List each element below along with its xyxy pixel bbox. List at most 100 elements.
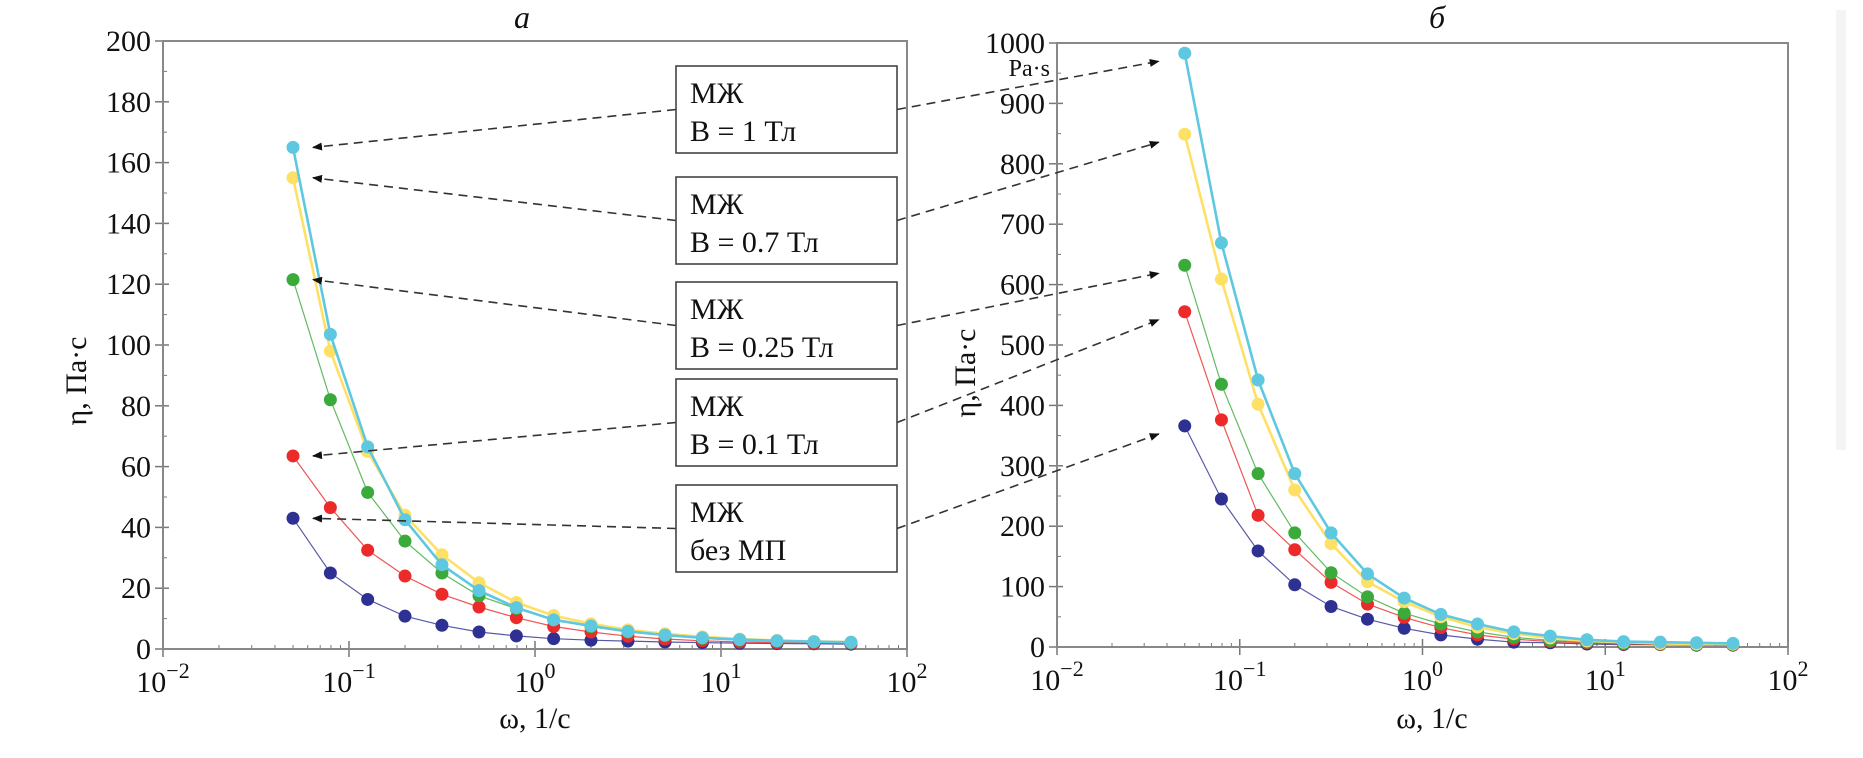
- data-point: [435, 558, 449, 572]
- legend-line2: B = 1 Тл: [690, 115, 796, 148]
- panel-b: б 0 100 200 300 400 500 600 700 800 900 1000 10−2 10…: [949, 0, 1809, 735]
- panel-a-xlabel: ω, 1/с: [499, 702, 570, 735]
- arrow-to-panel-a: [312, 174, 677, 222]
- y-tick-label: 200: [1000, 510, 1045, 543]
- data-point: [733, 633, 747, 647]
- arrow-to-panel-a: [312, 514, 677, 530]
- data-point: [435, 618, 449, 632]
- series-line: [1183, 133, 1733, 646]
- data-point: [1251, 508, 1265, 522]
- legend-box-frame: [675, 65, 898, 154]
- arrow-to-panel-a: [312, 276, 677, 327]
- data-point: [1288, 483, 1302, 497]
- y-tick-label: 20: [121, 572, 151, 605]
- panel-b-series: [1178, 46, 1740, 652]
- data-point: [1178, 305, 1192, 319]
- legend: МЖ B = 1 Тл МЖ B = 0.7 Тл МЖ B = 0.25 Тл МЖ B =…: [675, 65, 898, 573]
- y-tick-label: 1000: [985, 27, 1045, 60]
- data-point: [1178, 258, 1192, 272]
- data-point: [1288, 578, 1302, 592]
- y-tick-label: 120: [106, 268, 151, 301]
- data-point: [1324, 566, 1338, 580]
- data-point: [1324, 526, 1338, 540]
- panel-b-frame: [1056, 42, 1789, 648]
- data-point: [509, 629, 523, 643]
- data-point: [472, 600, 486, 614]
- data-point: [398, 534, 412, 548]
- data-point: [509, 611, 523, 625]
- data-point: [1214, 272, 1228, 286]
- legend-line1: МЖ: [690, 496, 744, 529]
- data-point: [361, 440, 375, 454]
- data-point: [472, 584, 486, 598]
- series-line: [291, 147, 852, 644]
- data-point: [472, 625, 486, 639]
- data-point: [398, 609, 412, 623]
- y-tick-label: 200: [106, 25, 151, 58]
- x-tick-label: 10−1: [322, 658, 375, 699]
- legend-box: МЖ B = 0.25 Тл: [675, 281, 898, 370]
- y-tick-label: 60: [121, 451, 151, 484]
- panel-a: а 0 20 40 60 80 100 120 140 160 180 200 10−2 10−1 100…: [60, 0, 928, 735]
- data-point: [1214, 413, 1228, 427]
- x-tick-label: 10−1: [1213, 656, 1266, 697]
- panel-a-ticks: 0 20 40 60 80 100 120 140 160 180 200 10−2 10−1 100 10…: [106, 25, 928, 699]
- legend-line2: B = 0.1 Тл: [690, 428, 819, 461]
- data-point: [1288, 467, 1302, 481]
- data-point: [547, 613, 561, 627]
- panel-b-unit-note: Pa·s: [1009, 56, 1050, 82]
- y-tick-label: 900: [1000, 87, 1045, 120]
- legend-box: МЖ без МП: [675, 484, 898, 573]
- arrow-to-panel-b: [896, 433, 1160, 530]
- data-point: [286, 140, 300, 154]
- data-point: [1397, 591, 1411, 605]
- panel-b-ticks: 0 100 200 300 400 500 600 700 800 900 1000 10−2 10−1…: [985, 27, 1809, 697]
- data-point: [509, 601, 523, 615]
- y-tick-label: 500: [1000, 329, 1045, 362]
- data-point: [1251, 467, 1265, 481]
- panel-b-xlabel: ω, 1/с: [1396, 702, 1467, 735]
- y-tick-label: 0: [136, 633, 151, 666]
- data-point: [1288, 526, 1302, 540]
- data-point: [435, 587, 449, 601]
- data-point: [547, 632, 561, 646]
- arrow-to-panel-b: [896, 319, 1160, 424]
- panel-a-title: а: [514, 0, 530, 35]
- legend-box: МЖ B = 0.7 Тл: [675, 176, 898, 265]
- legend-line1: МЖ: [690, 390, 744, 423]
- data-point: [286, 449, 300, 463]
- arrow-to-panel-b: [896, 140, 1160, 222]
- data-point: [695, 631, 709, 645]
- data-point: [1360, 567, 1374, 581]
- data-point: [584, 619, 598, 633]
- x-tick-label: 101: [1585, 656, 1626, 697]
- data-point: [361, 592, 375, 606]
- legend-box-frame: [675, 176, 898, 265]
- data-point: [1214, 236, 1228, 250]
- y-tick-label: 100: [106, 329, 151, 362]
- data-point: [1178, 46, 1192, 60]
- series-4: [1178, 46, 1740, 650]
- data-point: [1471, 617, 1485, 631]
- y-tick-label: 180: [106, 86, 151, 119]
- legend-box: МЖ B = 1 Тл: [675, 65, 898, 154]
- panel-a-frame: [162, 40, 908, 650]
- data-point: [1288, 543, 1302, 557]
- series-line: [292, 455, 852, 645]
- legend-line2: без МП: [690, 534, 786, 567]
- data-point: [1507, 625, 1521, 639]
- y-tick-label: 700: [1000, 208, 1045, 241]
- data-point: [1617, 635, 1631, 649]
- y-tick-label: 80: [121, 390, 151, 423]
- data-point: [1178, 419, 1192, 433]
- data-point: [807, 635, 821, 649]
- x-tick-label: 102: [887, 658, 928, 699]
- series-line: [1184, 311, 1734, 646]
- panel-b-ylabel: η, Па·с: [949, 329, 982, 418]
- series-4: [286, 140, 858, 649]
- series-0: [1178, 419, 1740, 652]
- data-point: [1580, 633, 1594, 647]
- data-point: [1653, 635, 1667, 649]
- data-point: [844, 635, 858, 649]
- panel-a-ylabel: η, Па·с: [60, 337, 93, 426]
